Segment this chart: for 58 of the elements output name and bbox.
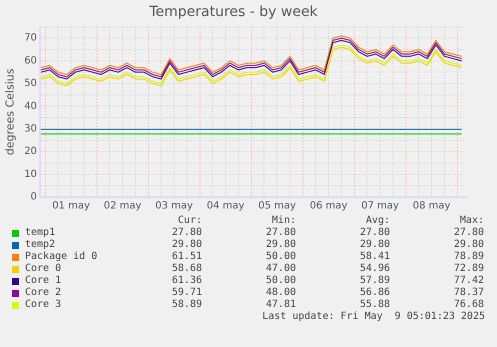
legend-label: Core 2 bbox=[25, 287, 62, 299]
y-tick-label: 20 bbox=[24, 146, 37, 158]
text: Max: bbox=[458, 215, 484, 227]
text: 58.68 bbox=[170, 263, 202, 275]
text: 47.00 bbox=[264, 263, 296, 275]
legend-label: Core 1 bbox=[25, 275, 62, 287]
text: 29.80 bbox=[170, 239, 202, 251]
legend-label: Package id 0 bbox=[25, 251, 98, 263]
text: 77.42 bbox=[452, 275, 484, 287]
text: Min: bbox=[270, 215, 296, 227]
text: 61.36 bbox=[170, 275, 202, 287]
legend-label: temp2 bbox=[25, 239, 56, 251]
text: Cur: bbox=[176, 215, 202, 227]
y-tick-label: 40 bbox=[24, 100, 37, 112]
text: 50.00 bbox=[264, 251, 296, 263]
text: 29.80 bbox=[264, 239, 296, 251]
text: 56.86 bbox=[358, 287, 390, 299]
y-tick-label: 60 bbox=[24, 55, 37, 66]
legend-label: temp1 bbox=[25, 227, 56, 239]
text: 27.80 bbox=[452, 227, 484, 239]
text: Last update: Fri May 9 05:01:23 2025 bbox=[261, 311, 485, 322]
x-tick-label: 06 may bbox=[310, 200, 348, 212]
y-tick-label: 50 bbox=[24, 78, 37, 90]
text: 47.81 bbox=[264, 299, 296, 311]
x-tick-label: 07 may bbox=[361, 200, 400, 212]
text: 50.00 bbox=[264, 275, 296, 287]
text: 27.80 bbox=[264, 227, 296, 239]
text: 58.41 bbox=[358, 251, 390, 263]
text: 55.88 bbox=[358, 299, 390, 311]
text: 27.80 bbox=[170, 227, 202, 239]
y-tick-label: 10 bbox=[24, 168, 37, 180]
y-tick-label: 0 bbox=[30, 192, 37, 203]
x-tick-label: 03 may bbox=[155, 200, 193, 212]
text: 29.80 bbox=[358, 239, 390, 251]
x-tick-label: 05 may bbox=[258, 200, 296, 212]
x-tick-label: 01 may bbox=[52, 200, 90, 212]
text: 27.80 bbox=[358, 227, 390, 239]
legend-label: Core 0 bbox=[25, 263, 62, 275]
text: 48.00 bbox=[264, 287, 296, 299]
y-tick-label: 70 bbox=[24, 32, 37, 44]
x-tick-label: 08 may bbox=[412, 200, 451, 212]
y-axis-title: degrees Celsius bbox=[3, 68, 16, 156]
text: 59.71 bbox=[170, 287, 202, 299]
text: 58.89 bbox=[170, 299, 202, 311]
text: 78.89 bbox=[452, 251, 484, 263]
text: 54.96 bbox=[358, 263, 390, 275]
text: 29.80 bbox=[452, 239, 484, 251]
legend-label: Core 3 bbox=[25, 299, 62, 311]
y-tick-label: 30 bbox=[24, 124, 37, 135]
chart-title: Temperatures - by week bbox=[148, 4, 319, 20]
text: 57.89 bbox=[358, 275, 390, 287]
text: 76.68 bbox=[452, 299, 484, 311]
x-tick-label: 02 may bbox=[104, 200, 142, 212]
text: 72.89 bbox=[452, 263, 484, 275]
text: 61.51 bbox=[170, 251, 202, 263]
x-tick-label: 04 may bbox=[206, 200, 244, 212]
text: Avg: bbox=[364, 215, 390, 227]
text: 78.37 bbox=[452, 287, 484, 299]
